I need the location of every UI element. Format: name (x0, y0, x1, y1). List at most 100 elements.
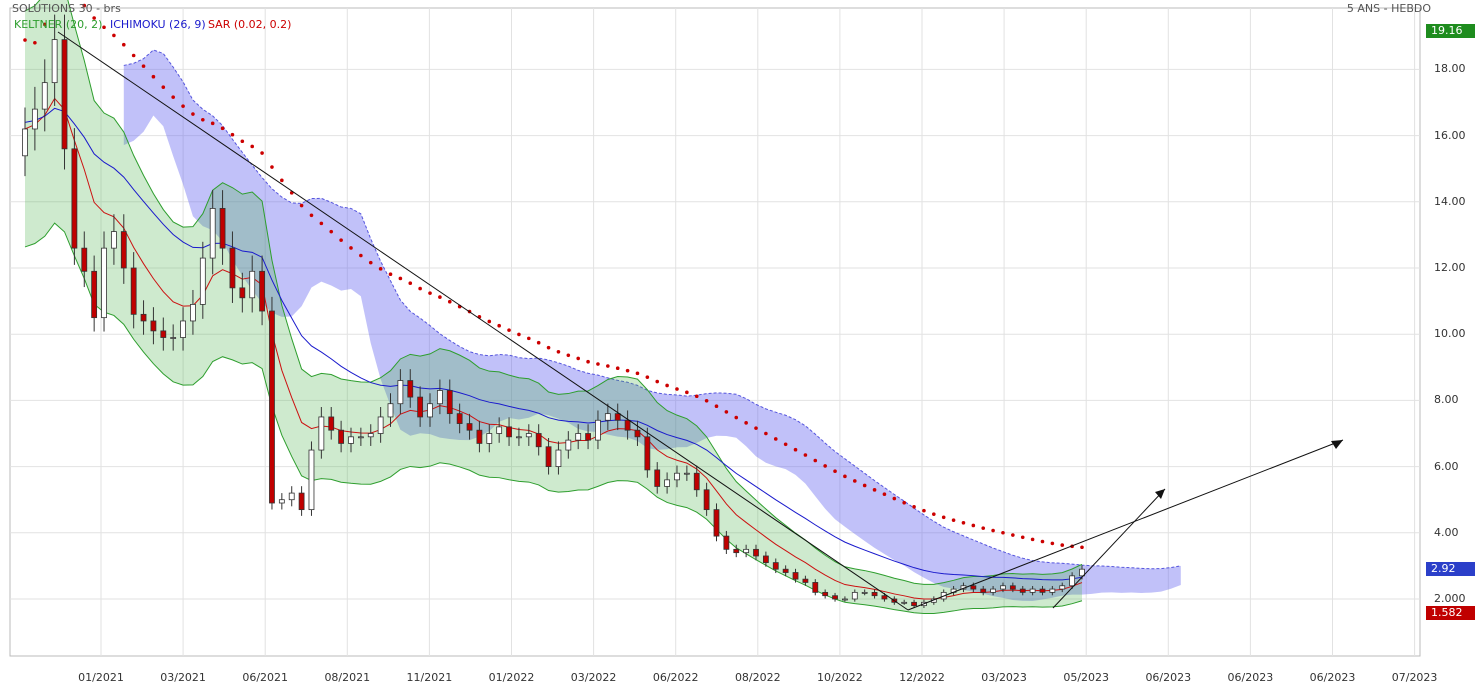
y-tick-label: 4.00 (1434, 525, 1459, 539)
candle-body (486, 433, 493, 444)
x-tick-label: 07/2023 (1391, 671, 1438, 684)
y-tick-label: 8.00 (1434, 393, 1459, 407)
candle-body (160, 330, 167, 338)
candle-body (713, 509, 720, 537)
candle-body (565, 439, 572, 451)
sar-dot (23, 38, 27, 42)
candle-body (81, 247, 88, 272)
candle-body (348, 436, 354, 444)
sar-dot (892, 496, 897, 501)
candle-body (762, 555, 769, 563)
sar-dot (971, 523, 976, 528)
candle-body (1079, 568, 1085, 577)
sar-dot (773, 437, 778, 441)
candle-body (219, 208, 226, 249)
sar-dot (309, 213, 314, 218)
sar-dot (507, 328, 511, 332)
candle-body (308, 449, 315, 511)
sar-dot (912, 505, 916, 509)
downtrend-line (57, 31, 909, 611)
sar-dot (220, 126, 225, 131)
price-tag: 1.582 (1426, 605, 1475, 620)
candle-body (150, 320, 157, 332)
chart-title: SOLUTIONS 30 - brs (12, 2, 121, 15)
candle-body (31, 108, 38, 130)
candle-body (407, 380, 414, 398)
ichimoku-span-b (123, 49, 1181, 570)
sar-dot (596, 362, 600, 366)
legend-keltner: KELTNER (20, 2) (14, 18, 103, 31)
sar-dot (191, 112, 195, 116)
sar-dot (141, 64, 146, 68)
x-tick-label: 01/2021 (78, 671, 124, 684)
candle-body (792, 572, 799, 580)
grid (9, 7, 1421, 657)
sar-dot (1020, 535, 1025, 540)
candle-body (851, 591, 858, 600)
sar-dot (1080, 545, 1084, 550)
candle-body (41, 82, 48, 110)
sar-dot (329, 229, 334, 234)
candle-body (772, 562, 779, 570)
uptrend-line (907, 439, 1344, 611)
sar-dot (902, 500, 906, 505)
sar-dot (487, 319, 492, 324)
sar-dot (556, 349, 561, 354)
candle-body (614, 413, 621, 421)
candle-body (1009, 585, 1016, 590)
candle-body (239, 287, 246, 299)
sar-dot (941, 515, 946, 520)
sar-dot (280, 178, 284, 183)
candle-body (1049, 588, 1056, 593)
sar-dot (42, 22, 47, 27)
sar-dot (92, 16, 96, 20)
sar-dot (546, 345, 551, 350)
sar-dot (349, 246, 353, 250)
y-tick-label: 12.00 (1434, 261, 1466, 274)
sar-dot (803, 453, 808, 457)
candle-body (604, 413, 611, 421)
y-tick-label: 16.00 (1434, 128, 1466, 142)
x-tick-label: 11/2021 (406, 671, 453, 684)
sar-dot (368, 260, 373, 265)
sar-dot (1030, 537, 1035, 542)
candle-body (990, 588, 996, 593)
sar-dot (210, 121, 215, 126)
candle-body (397, 380, 404, 405)
candle-body (525, 433, 532, 438)
sar-dot (428, 291, 432, 295)
candle-body (812, 582, 819, 593)
candle-body (1000, 585, 1006, 590)
candle-body (654, 469, 661, 487)
candle-body (1039, 588, 1046, 593)
sar-dot (151, 74, 156, 79)
sar-dot (171, 95, 175, 99)
sar-dot (852, 479, 857, 483)
sar-dot (230, 132, 235, 137)
candle-body (683, 472, 690, 475)
sar-dot (121, 42, 126, 47)
candle-body (970, 585, 977, 590)
candle-body (338, 429, 345, 444)
candle-body (555, 449, 562, 467)
sar-dot (497, 323, 501, 328)
candle-body (911, 601, 917, 607)
candle-body (476, 429, 483, 444)
y-tick-label: 14.00 (1434, 194, 1466, 208)
y-tick-label: 18.00 (1434, 62, 1466, 76)
candle-body (357, 436, 364, 439)
sar-dot (260, 151, 264, 155)
sar-dot (1060, 543, 1065, 547)
candle-body (535, 433, 542, 448)
candle-body (180, 320, 186, 338)
candle-body (417, 396, 424, 418)
candle-body (328, 416, 335, 431)
keltner-upper-line (24, 0, 1083, 585)
sar-dot (250, 144, 255, 149)
sar-dot (872, 488, 877, 492)
candle-body (822, 591, 829, 597)
x-tick-label: 12/2022 (899, 671, 945, 684)
x-tick-label: 08/2022 (734, 671, 781, 684)
trend-lines (57, 31, 1344, 611)
